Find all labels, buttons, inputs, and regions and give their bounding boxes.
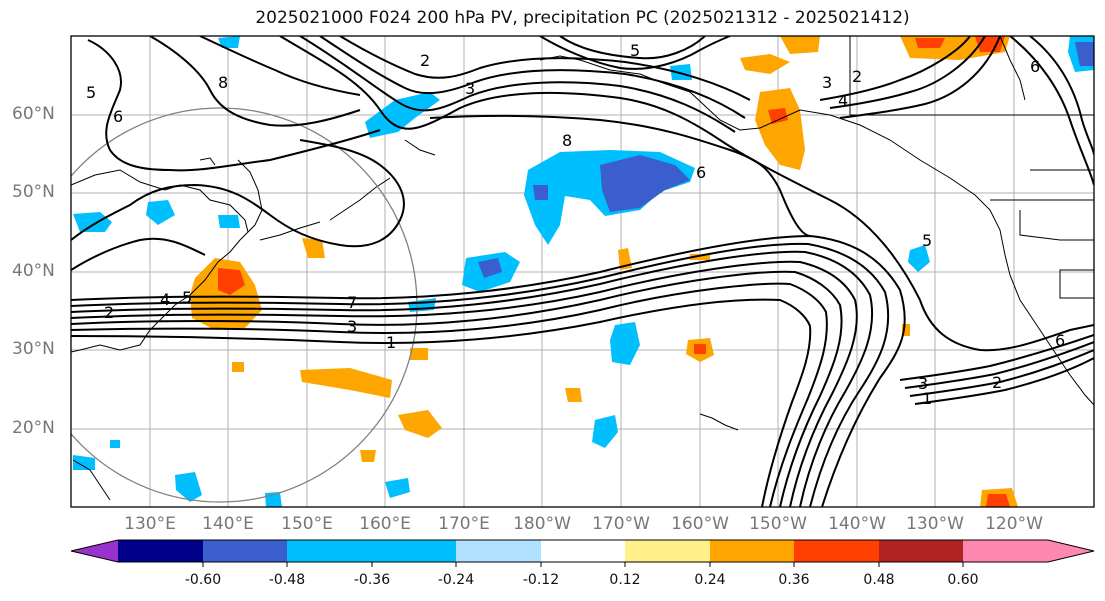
contour-label: 8 [562,131,572,150]
lon-label: 150°E [281,514,333,534]
colorbar-swatch [879,540,964,562]
contour-label: 7 [347,293,357,312]
colorbar-tick-label: -0.48 [268,572,306,588]
colorbar-swatch [794,540,879,562]
colorbar-swatch [287,540,372,562]
contour-label: 5 [922,231,932,250]
contour-label: 2 [992,373,1002,392]
colorbar [70,539,1095,567]
contour-label: 3 [347,317,357,336]
lat-label: 30°N [12,339,55,359]
lat-label: 20°N [12,418,55,438]
lat-label: 50°N [12,182,55,202]
lon-label: 170°E [438,514,490,534]
contour-label: 3 [822,73,832,92]
colorbar-swatch [456,540,541,562]
colorbar-swatch [203,540,288,562]
colorbar-tick-label: -0.12 [522,572,560,588]
coastlines [71,36,1094,501]
contour-label: 3 [918,374,928,393]
colorbar-tick-label: 0.36 [778,572,810,588]
contour-label: 4 [838,91,848,110]
lat-label: 40°N [12,261,55,281]
colorbar-swatch [541,540,626,562]
contour-label: 1 [922,389,932,408]
precip-shading [73,36,1094,507]
contour-label: 5 [182,288,192,307]
colorbar-swatch [71,540,118,562]
map-frame [70,35,1095,508]
colorbar-swatch [372,540,457,562]
contour-label: 8 [218,73,228,92]
lon-label: 160°E [359,514,411,534]
colorbar-tick-label: 0.60 [947,572,979,588]
lon-label: 130°E [124,514,176,534]
lon-label: 170°W [592,514,650,534]
lat-label: 60°N [12,104,55,124]
range-circle [71,107,418,503]
colorbar-outline [70,539,1095,563]
colorbar-tick-label: 0.48 [863,572,895,588]
contour-label: 4 [160,290,170,309]
lon-label: 150°W [749,514,807,534]
contour-label: 6 [113,107,123,126]
contour-label: 3 [465,79,475,98]
lon-label: 130°W [906,514,964,534]
contour-label: 6 [1055,331,1065,350]
contour-label: 6 [1030,57,1040,76]
contour-label: 5 [86,83,96,102]
pv-contours [71,36,1094,507]
colorbar-tick-label: -0.36 [353,572,391,588]
colorbar-tick-label: -0.24 [437,572,475,588]
colorbar-tick-label: -0.60 [184,572,222,588]
contour-labels: 2 5 3 2 3 4 8 6 8 5 6 4 5 2 7 3 1 6 3 2 … [86,41,1065,408]
contour-label: 5 [630,41,640,60]
colorbar-swatch [1048,540,1094,562]
colorbar-swatch [625,540,710,562]
lon-label: 160°W [671,514,729,534]
lon-label: 180°W [513,514,571,534]
contour-label: 2 [420,51,430,70]
lon-label: 140°E [202,514,254,534]
colorbar-tick-label: 0.12 [609,572,641,588]
contour-label: 2 [852,67,862,86]
lon-label: 140°W [828,514,886,534]
contour-label: 1 [386,333,396,352]
contour-label: 2 [104,303,114,322]
colorbar-swatch [963,540,1048,562]
lon-label: 120°W [985,514,1043,534]
colorbar-tick-label: 0.24 [694,572,726,588]
colorbar-swatch [710,540,795,562]
map-title: 2025021000 F024 200 hPa PV, precipitatio… [255,8,910,28]
contour-label: 6 [696,163,706,182]
colorbar-swatch [118,540,203,562]
